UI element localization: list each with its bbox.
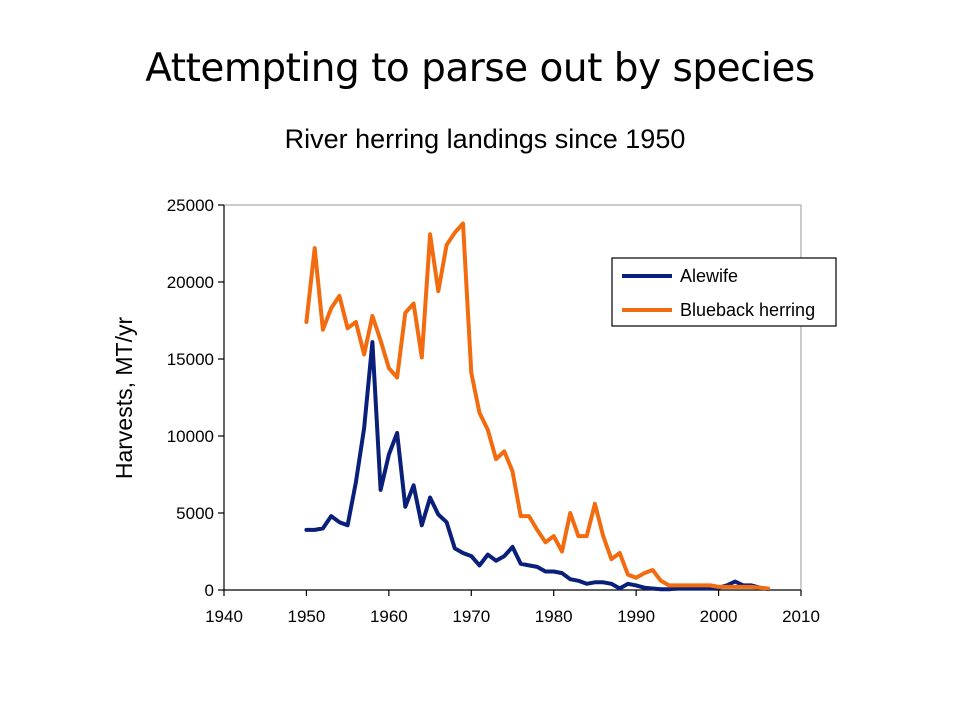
y-ticks: 0 5000 10000 15000 20000 25000 (167, 196, 224, 600)
slide-title: Attempting to parse out by species (145, 46, 815, 91)
x-tick-label: 1960 (370, 607, 408, 626)
y-tick-label: 25000 (167, 196, 214, 215)
x-tick-label: 1990 (617, 607, 655, 626)
y-tick-label: 10000 (167, 427, 214, 446)
series-line-alewife (304, 340, 770, 592)
chart-title: River herring landings since 1950 (285, 124, 686, 154)
x-tick-label: 1940 (205, 607, 243, 626)
x-tick-label: 2010 (782, 607, 820, 626)
y-axis-label: Harvests, MT/yr (111, 317, 137, 480)
series-layer (304, 221, 770, 592)
legend-label-blueback-herring: Blueback herring (680, 300, 815, 320)
y-tick-label: 15000 (167, 350, 214, 369)
x-tick-label: 1970 (452, 607, 490, 626)
y-tick-label: 20000 (167, 273, 214, 292)
series-line-blueback-herring (304, 221, 770, 591)
legend-box (611, 257, 837, 327)
y-tick-label: 5000 (176, 504, 214, 523)
y-tick-label: 0 (205, 581, 214, 600)
x-tick-label: 1950 (288, 607, 326, 626)
legend: Alewife Blueback herring (611, 257, 837, 327)
x-tick-label: 1980 (535, 607, 573, 626)
x-ticks: 1940 1950 1960 1970 1980 1990 2000 2010 (205, 590, 820, 626)
x-tick-label: 2000 (700, 607, 738, 626)
legend-label-alewife: Alewife (680, 266, 738, 286)
